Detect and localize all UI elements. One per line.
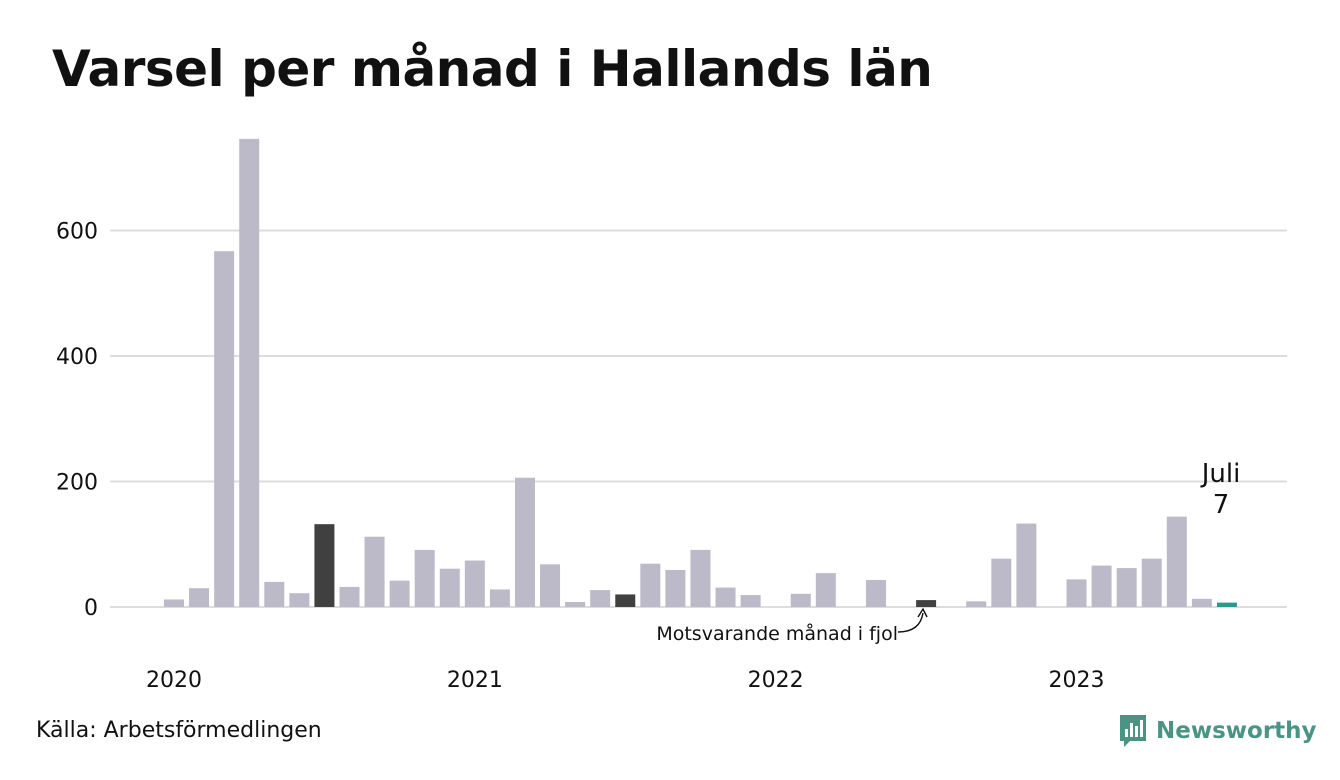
bar-2021-11 <box>715 587 736 607</box>
bar-2020-03 <box>214 251 235 607</box>
bar-2023-03 <box>1116 568 1137 607</box>
bar-2021-03 <box>514 477 535 607</box>
bar-2020-12 <box>439 568 460 607</box>
current-value-label: 7 <box>1213 490 1230 520</box>
x-tick-label-2020: 2020 <box>146 668 202 693</box>
bar-2023-05 <box>1166 516 1187 607</box>
x-tick-label-2023: 2023 <box>1049 668 1105 693</box>
bar-2021-07 <box>615 594 636 607</box>
annotation-arrow <box>897 612 924 633</box>
y-tick-label-0: 0 <box>84 596 98 621</box>
bar-2020-10 <box>389 580 410 607</box>
bar-2022-11 <box>1016 523 1037 607</box>
bar-chart: 0 200 400 600 2020 2021 2022 2023 Motsvarande … <box>56 138 1287 693</box>
bars <box>164 138 1237 607</box>
y-tick-label-400: 400 <box>56 345 98 370</box>
x-axis-labels: 2020 2021 2022 2023 <box>146 668 1105 693</box>
bar-2020-02 <box>189 588 210 607</box>
bar-2022-09 <box>966 601 987 607</box>
bar-2021-05 <box>565 601 586 607</box>
bar-2020-01 <box>164 599 184 607</box>
bar-2021-08 <box>640 563 661 607</box>
bar-2023-02 <box>1091 565 1112 607</box>
bar-2020-06 <box>289 593 310 607</box>
bar-2023-04 <box>1141 558 1162 607</box>
bar-2023-01 <box>1066 579 1087 607</box>
newsworthy-icon <box>1120 715 1146 747</box>
bar-2023-07 <box>1216 602 1237 607</box>
bar-2020-04 <box>239 138 260 607</box>
annotation-text: Motsvarande månad i fjol <box>656 622 898 645</box>
newsworthy-logo: Newsworthy <box>1118 713 1317 749</box>
y-tick-label-200: 200 <box>56 471 98 496</box>
bar-2020-05 <box>264 581 285 607</box>
bar-2021-10 <box>690 549 711 607</box>
bar-2021-02 <box>489 589 510 607</box>
bar-2023-06 <box>1191 598 1212 607</box>
annotation-arrowhead <box>917 607 928 618</box>
bar-2020-07 <box>314 524 335 607</box>
bar-2022-07 <box>916 600 937 607</box>
bar-2021-12 <box>740 595 761 607</box>
y-tick-label-600: 600 <box>56 220 98 245</box>
x-tick-label-2021: 2021 <box>447 668 503 693</box>
chart-title: Varsel per månad i Hallands län <box>52 40 933 98</box>
x-tick-label-2022: 2022 <box>748 668 804 693</box>
y-axis-labels: 0 200 400 600 <box>56 220 98 622</box>
bar-2021-01 <box>464 560 485 607</box>
bar-2022-03 <box>815 573 836 607</box>
bar-2021-06 <box>590 590 611 607</box>
bar-2022-05 <box>865 580 886 607</box>
bar-2022-02 <box>790 593 811 607</box>
current-month-label: Juli <box>1200 459 1241 489</box>
bar-2022-10 <box>991 558 1012 607</box>
bar-2020-09 <box>364 536 385 607</box>
bar-2020-11 <box>414 549 435 607</box>
bar-2021-09 <box>665 569 686 607</box>
brand-name: Newsworthy <box>1156 718 1317 744</box>
bar-2021-04 <box>540 564 561 607</box>
bar-2020-08 <box>339 586 360 607</box>
source-note: Källa: Arbetsförmedlingen <box>36 718 322 743</box>
annotation-group: Motsvarande månad i fjol <box>656 607 928 645</box>
